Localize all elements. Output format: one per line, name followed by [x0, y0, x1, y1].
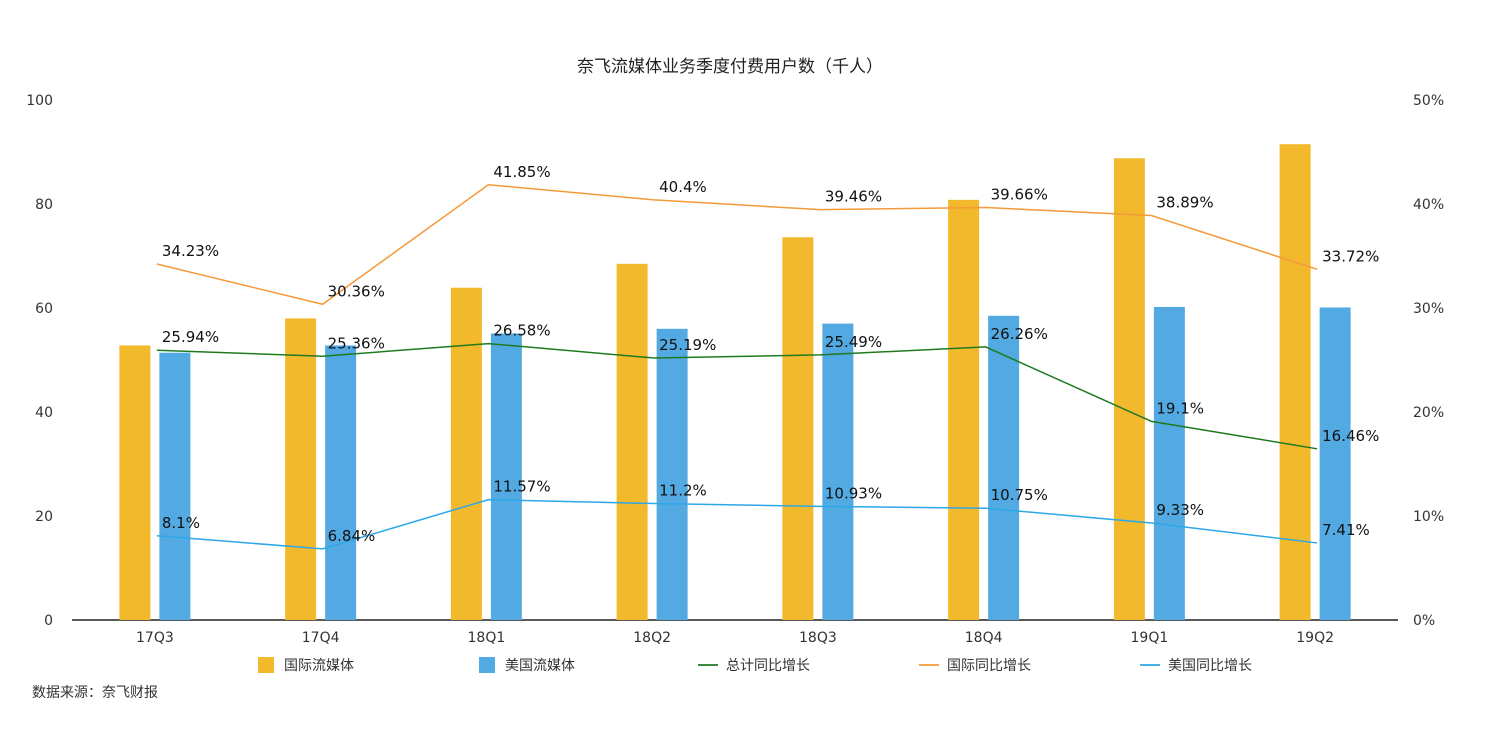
data-label: 10.75% — [991, 486, 1048, 504]
y2-tick-label: 40% — [1413, 197, 1444, 213]
y2-tick-label: 20% — [1413, 405, 1444, 421]
data-label: 25.36% — [328, 334, 385, 352]
series-line-1 — [156, 183, 1318, 306]
series-line-2 — [156, 498, 1318, 550]
chart-title: 奈飞流媒体业务季度付费用户数（千人） — [577, 57, 883, 77]
data-label: 10.93% — [825, 484, 882, 502]
y2-tick-label: 10% — [1413, 509, 1444, 525]
legend-label: 美国同比增长 — [1168, 658, 1252, 674]
data-label: 34.23% — [162, 242, 219, 260]
bars-group — [119, 144, 1351, 621]
bar-intl — [1279, 144, 1311, 620]
legend-label: 国际流媒体 — [284, 658, 354, 674]
bar-us — [325, 345, 357, 620]
bar-intl — [948, 199, 980, 620]
lines-group — [156, 183, 1318, 550]
legend-swatch — [258, 657, 274, 673]
data-label: 19.1% — [1156, 399, 1204, 417]
data-label: 25.94% — [162, 328, 219, 346]
bar-us — [822, 323, 854, 620]
y-tick-label: 40 — [35, 405, 53, 421]
y-tick-label: 100 — [26, 93, 53, 109]
data-label: 25.19% — [659, 336, 716, 354]
data-label: 11.2% — [659, 482, 707, 500]
legend-swatch — [479, 657, 495, 673]
y-tick-label: 80 — [35, 197, 53, 213]
data-label: 7.41% — [1322, 521, 1370, 539]
bar-us — [1319, 307, 1351, 620]
data-label: 8.1% — [162, 514, 200, 532]
bar-us — [159, 352, 191, 620]
x-tick-label: 18Q2 — [633, 630, 671, 646]
y2-tick-label: 30% — [1413, 301, 1444, 317]
data-label: 39.66% — [991, 186, 1048, 204]
data-label: 16.46% — [1322, 427, 1379, 445]
data-label: 9.33% — [1156, 501, 1204, 519]
bar-intl — [119, 345, 151, 620]
y-tick-label: 0 — [44, 613, 53, 629]
series-line-0 — [156, 342, 1318, 450]
data-labels-group: 25.94% 25.36% 26.58% 25.19% 25.49% 26.26% 19.1… — [162, 163, 1379, 545]
y-tick-label: 20 — [35, 509, 53, 525]
bar-intl — [782, 237, 814, 620]
data-label: 39.46% — [825, 188, 882, 206]
bar-us — [490, 333, 522, 620]
bar-intl — [285, 318, 317, 620]
bar-intl — [450, 287, 482, 620]
bar-intl — [616, 263, 648, 620]
x-tick-label: 18Q3 — [799, 630, 837, 646]
legend-label: 国际同比增长 — [947, 658, 1031, 674]
x-tick-label: 19Q1 — [1131, 630, 1169, 646]
data-label: 6.84% — [328, 527, 376, 545]
data-label: 41.85% — [493, 163, 550, 181]
x-tick-label: 18Q4 — [965, 630, 1003, 646]
data-label: 26.58% — [493, 322, 550, 340]
x-tick-label: 17Q4 — [302, 630, 340, 646]
data-label: 33.72% — [1322, 247, 1379, 265]
data-label: 25.49% — [825, 333, 882, 351]
x-tick-label: 17Q3 — [136, 630, 174, 646]
y2-tick-label: 50% — [1413, 93, 1444, 109]
bar-us — [988, 315, 1020, 620]
y-tick-label: 60 — [35, 301, 53, 317]
bar-intl — [1113, 158, 1145, 621]
data-label: 40.4% — [659, 178, 707, 196]
data-label: 26.26% — [991, 325, 1048, 343]
axes-group: 0 20 40 60 80 100 0% 10% 20% 30% 40% 50% 17Q3 17Q4 18Q… — [26, 93, 1444, 646]
source-note: 数据来源：奈飞财报 — [32, 685, 158, 701]
legend-label: 总计同比增长 — [726, 658, 810, 674]
x-tick-label: 18Q1 — [468, 630, 506, 646]
data-label: 11.57% — [493, 478, 550, 496]
data-label: 30.36% — [328, 282, 385, 300]
x-tick-label: 19Q2 — [1296, 630, 1334, 646]
bar-us — [656, 328, 688, 620]
bar-us — [1153, 306, 1185, 620]
legend-label: 美国流媒体 — [505, 658, 575, 674]
legend: 国际流媒体 美国流媒体 总计同比增长 国际同比增长 美国同比增长 — [258, 657, 1252, 674]
y2-tick-label: 0% — [1413, 613, 1435, 629]
data-label: 38.89% — [1156, 194, 1213, 212]
